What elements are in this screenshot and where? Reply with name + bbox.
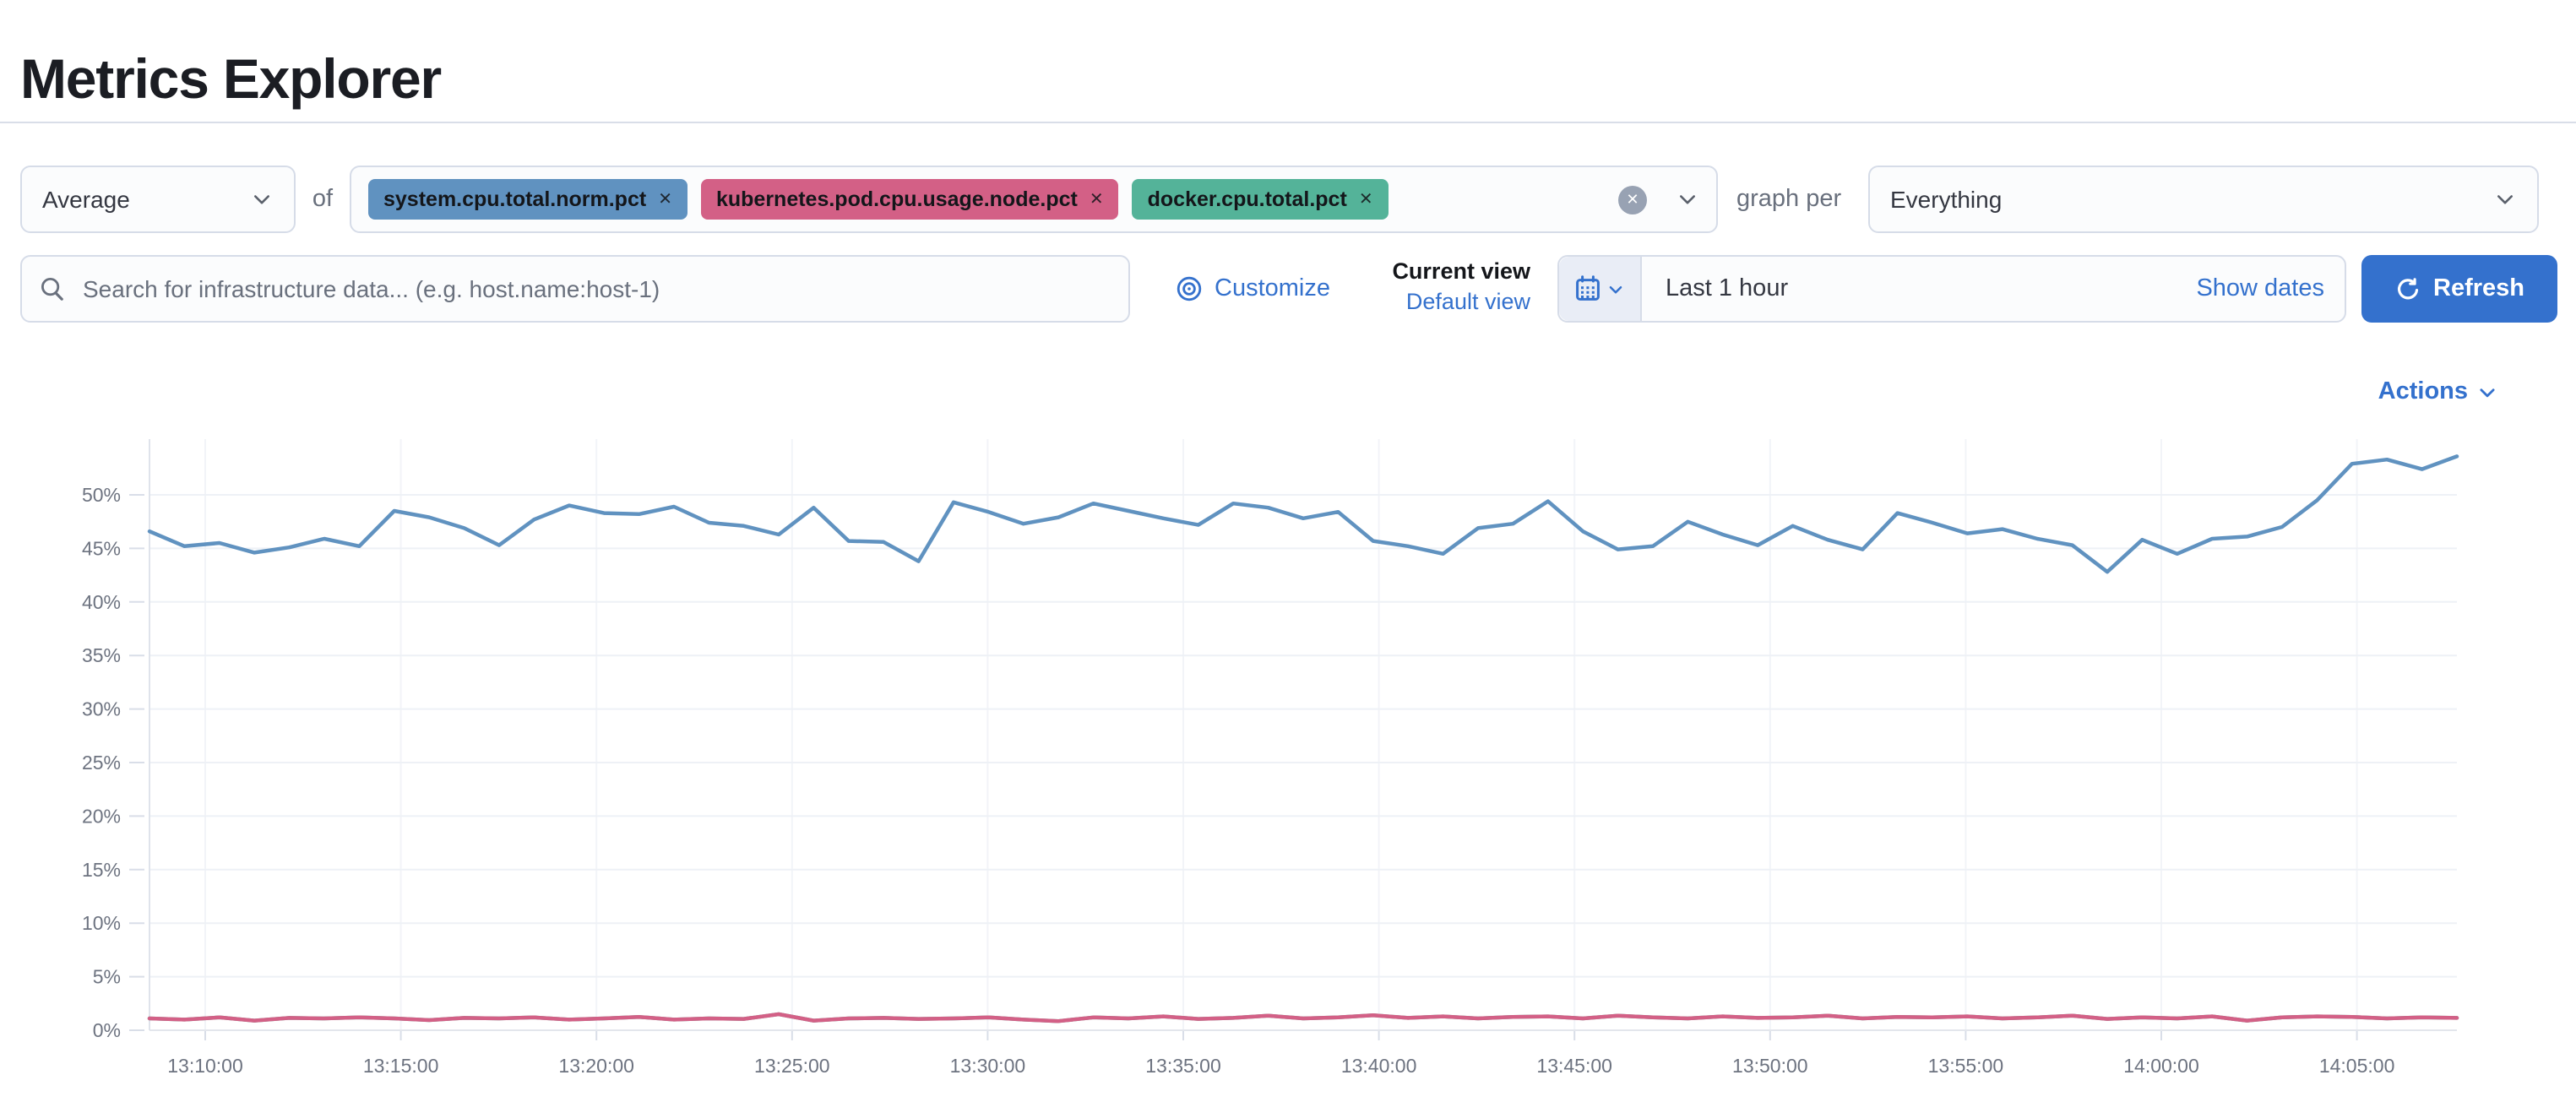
- y-axis-tick-label: 0%: [93, 1019, 121, 1041]
- metric-pill[interactable]: system.cpu.total.norm.pct ✕: [368, 179, 687, 220]
- metric-pill-label: kubernetes.pod.cpu.usage.node.pct: [715, 187, 1078, 211]
- chevron-down-icon: [2480, 388, 2495, 397]
- view-switcher: Current view Default view: [1345, 257, 1530, 318]
- show-dates-link[interactable]: Show dates: [2196, 275, 2324, 302]
- metric-pill[interactable]: docker.cpu.total.pct ✕: [1132, 179, 1389, 220]
- chart-actions-button[interactable]: Actions: [2378, 378, 2498, 405]
- x-axis-tick-label: 13:35:00: [1145, 1055, 1221, 1077]
- aggregation-value: Average: [42, 186, 130, 213]
- time-range-picker: Last 1 hour Show dates: [1557, 255, 2346, 323]
- x-axis-tick-label: 13:45:00: [1536, 1055, 1612, 1077]
- graph-per-value: Everything: [1890, 186, 2003, 213]
- default-view-link[interactable]: Default view: [1405, 289, 1530, 314]
- chart-line-series: [147, 1012, 2459, 1023]
- search-input[interactable]: [79, 274, 1111, 304]
- header-divider: [0, 122, 2576, 123]
- search-icon: [41, 278, 63, 301]
- x-axis-tick-label: 13:55:00: [1928, 1055, 2004, 1077]
- page-title: Metrics Explorer: [20, 47, 442, 111]
- refresh-button[interactable]: Refresh: [2361, 255, 2557, 323]
- x-axis-tick-label: 13:10:00: [167, 1055, 243, 1077]
- y-axis-tick-label: 50%: [82, 484, 121, 506]
- bullseye-icon: [1177, 276, 1202, 301]
- remove-metric-icon[interactable]: ✕: [658, 190, 672, 209]
- y-axis-tick-label: 30%: [82, 698, 121, 720]
- y-axis-tick-label: 5%: [93, 966, 121, 988]
- chevron-down-icon: [2497, 195, 2514, 204]
- actions-label: Actions: [2378, 378, 2468, 405]
- clear-all-metrics-icon[interactable]: ✕: [1618, 185, 1647, 214]
- x-axis-tick-label: 13:20:00: [558, 1055, 634, 1077]
- customize-label: Customize: [1215, 275, 1330, 302]
- chart-line-series: [147, 454, 2459, 574]
- metric-pill-label: system.cpu.total.norm.pct: [383, 187, 647, 211]
- metrics-chart-svg: 13:10:00 13:15:00 13:20:00 13:25:00 13:30:00…: [82, 439, 2459, 1077]
- time-range-value[interactable]: Last 1 hour: [1666, 275, 1789, 302]
- quick-select-button[interactable]: [1559, 257, 1642, 321]
- chevron-down-icon: [253, 195, 270, 204]
- y-axis-tick-label: 45%: [82, 537, 121, 559]
- chevron-down-icon: [1609, 285, 1622, 293]
- aggregation-select[interactable]: Average: [20, 166, 296, 233]
- y-axis-tick-label: 15%: [82, 859, 121, 881]
- customize-button[interactable]: Customize: [1176, 255, 1330, 323]
- x-axis-tick-label: 13:50:00: [1732, 1055, 1808, 1077]
- y-axis-tick-label: 20%: [82, 805, 121, 827]
- refresh-icon: [2397, 277, 2418, 299]
- metric-pill-label: docker.cpu.total.pct: [1147, 187, 1347, 211]
- y-axis-tick-label: 40%: [82, 591, 121, 613]
- x-axis-tick-label: 13:25:00: [754, 1055, 830, 1077]
- y-axis-tick-label: 25%: [82, 752, 121, 774]
- metric-pill[interactable]: kubernetes.pod.cpu.usage.node.pct ✕: [700, 179, 1119, 220]
- of-label: of: [312, 186, 334, 213]
- metrics-chart: 13:10:00 13:15:00 13:20:00 13:25:00 13:30:00…: [0, 422, 2576, 1105]
- current-view-label: Current view: [1392, 258, 1530, 284]
- selected-metrics: system.cpu.total.norm.pct ✕ kubernetes.pod…: [368, 179, 1605, 220]
- remove-metric-icon[interactable]: ✕: [1089, 190, 1104, 209]
- x-axis-tick-label: 13:15:00: [363, 1055, 439, 1077]
- calendar-icon: [1576, 275, 1600, 301]
- x-axis-tick-label: 14:05:00: [2319, 1055, 2395, 1077]
- remove-metric-icon[interactable]: ✕: [1358, 190, 1373, 209]
- y-axis-tick-label: 35%: [82, 644, 121, 666]
- metrics-combo-box[interactable]: system.cpu.total.norm.pct ✕ kubernetes.pod…: [350, 166, 1718, 233]
- infrastructure-search-field: [20, 255, 1130, 323]
- x-axis-tick-label: 14:00:00: [2123, 1055, 2199, 1077]
- graph-per-select[interactable]: Everything: [1868, 166, 2539, 233]
- x-axis-tick-label: 13:30:00: [950, 1055, 1026, 1077]
- chevron-down-icon: [1679, 195, 1696, 204]
- graph-per-label: graph per: [1736, 186, 1842, 213]
- y-axis-tick-label: 10%: [82, 912, 121, 934]
- x-axis-tick-label: 13:40:00: [1341, 1055, 1417, 1077]
- refresh-label: Refresh: [2433, 275, 2524, 302]
